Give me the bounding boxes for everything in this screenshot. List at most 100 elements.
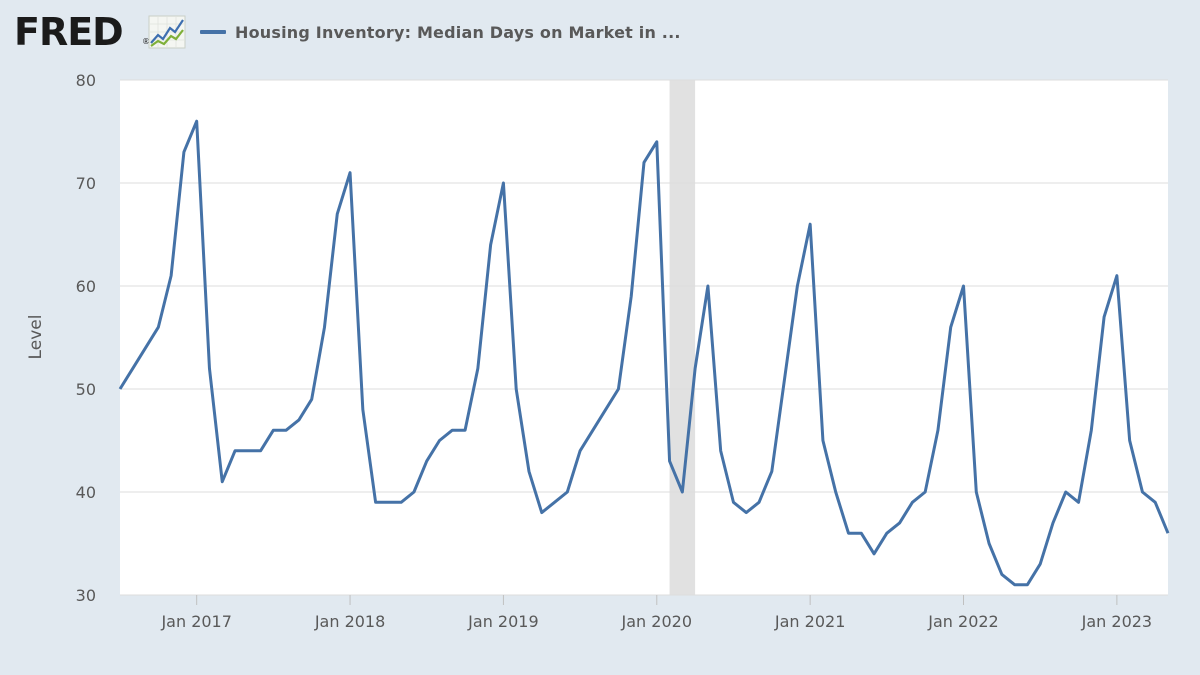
- data-point[interactable]: [974, 490, 978, 494]
- legend-label: Housing Inventory: Median Days on Market…: [235, 22, 681, 42]
- data-point[interactable]: [335, 212, 339, 216]
- data-point[interactable]: [425, 459, 429, 463]
- data-point[interactable]: [271, 428, 275, 432]
- data-point[interactable]: [310, 397, 314, 401]
- data-point[interactable]: [156, 325, 160, 329]
- data-point[interactable]: [962, 284, 966, 288]
- data-point[interactable]: [527, 469, 531, 473]
- x-tick-label: Jan 2019: [467, 612, 538, 631]
- data-point[interactable]: [195, 119, 199, 123]
- data-point[interactable]: [744, 511, 748, 515]
- y-tick-label: 60: [76, 277, 96, 296]
- data-point[interactable]: [616, 387, 620, 391]
- data-point[interactable]: [834, 490, 838, 494]
- data-point[interactable]: [731, 500, 735, 504]
- x-tick-label: Jan 2017: [160, 612, 231, 631]
- data-point[interactable]: [1051, 521, 1055, 525]
- data-point[interactable]: [131, 366, 135, 370]
- data-point[interactable]: [872, 552, 876, 556]
- data-point[interactable]: [476, 366, 480, 370]
- data-point[interactable]: [463, 428, 467, 432]
- data-point[interactable]: [169, 274, 173, 278]
- data-point[interactable]: [118, 387, 122, 391]
- fred-logo[interactable]: FRED: [14, 10, 124, 54]
- data-point[interactable]: [1025, 583, 1029, 587]
- data-point[interactable]: [540, 511, 544, 515]
- data-point[interactable]: [259, 449, 263, 453]
- data-point[interactable]: [284, 428, 288, 432]
- data-point[interactable]: [220, 480, 224, 484]
- data-point[interactable]: [246, 449, 250, 453]
- data-point[interactable]: [1077, 500, 1081, 504]
- data-point[interactable]: [489, 243, 493, 247]
- data-point[interactable]: [233, 449, 237, 453]
- data-point[interactable]: [501, 181, 505, 185]
- data-point[interactable]: [207, 366, 211, 370]
- data-point[interactable]: [808, 222, 812, 226]
- x-tick-label: Jan 2022: [927, 612, 998, 631]
- data-point[interactable]: [846, 531, 850, 535]
- chart-legend[interactable]: Housing Inventory: Median Days on Market…: [200, 18, 681, 46]
- line-graph-icon: [148, 15, 186, 49]
- data-point[interactable]: [1153, 500, 1157, 504]
- data-point[interactable]: [719, 449, 723, 453]
- data-point[interactable]: [297, 418, 301, 422]
- data-point[interactable]: [386, 500, 390, 504]
- y-axis-title: Level: [26, 315, 46, 360]
- data-point[interactable]: [655, 140, 659, 144]
- data-point[interactable]: [1166, 531, 1170, 535]
- data-point[interactable]: [642, 160, 646, 164]
- data-point[interactable]: [1115, 274, 1119, 278]
- data-point[interactable]: [553, 500, 557, 504]
- x-axis: Jan 2017 Jan 2018 Jan 2019 Jan 2020 Jan 2021…: [160, 595, 1152, 631]
- data-point[interactable]: [1038, 562, 1042, 566]
- data-point[interactable]: [795, 284, 799, 288]
- data-point[interactable]: [923, 490, 927, 494]
- data-point[interactable]: [374, 500, 378, 504]
- data-point[interactable]: [668, 459, 672, 463]
- data-point[interactable]: [1089, 428, 1093, 432]
- y-tick-label: 80: [76, 71, 96, 90]
- data-point[interactable]: [412, 490, 416, 494]
- data-point[interactable]: [578, 449, 582, 453]
- x-tick-label: Jan 2021: [774, 612, 845, 631]
- data-point[interactable]: [629, 294, 633, 298]
- series-line[interactable]: [118, 119, 1170, 587]
- data-point[interactable]: [949, 325, 953, 329]
- data-point[interactable]: [821, 439, 825, 443]
- data-point[interactable]: [450, 428, 454, 432]
- data-point[interactable]: [770, 469, 774, 473]
- data-point[interactable]: [1140, 490, 1144, 494]
- data-point[interactable]: [591, 428, 595, 432]
- data-point[interactable]: [706, 284, 710, 288]
- data-point[interactable]: [680, 490, 684, 494]
- data-point[interactable]: [1128, 439, 1132, 443]
- data-point[interactable]: [438, 439, 442, 443]
- data-point[interactable]: [1013, 583, 1017, 587]
- data-point[interactable]: [361, 408, 365, 412]
- data-point[interactable]: [859, 531, 863, 535]
- data-point[interactable]: [1000, 572, 1004, 576]
- data-point[interactable]: [898, 521, 902, 525]
- data-point[interactable]: [783, 377, 787, 381]
- data-point[interactable]: [144, 346, 148, 350]
- data-point[interactable]: [604, 408, 608, 412]
- data-point[interactable]: [322, 325, 326, 329]
- data-point[interactable]: [936, 428, 940, 432]
- data-point[interactable]: [1102, 315, 1106, 319]
- data-point[interactable]: [565, 490, 569, 494]
- x-tick-label: Jan 2020: [621, 612, 692, 631]
- data-point[interactable]: [910, 500, 914, 504]
- data-point[interactable]: [693, 366, 697, 370]
- y-tick-label: 70: [76, 174, 96, 193]
- y-tick-label: 50: [76, 380, 96, 399]
- data-point[interactable]: [885, 531, 889, 535]
- data-point[interactable]: [987, 542, 991, 546]
- data-point[interactable]: [348, 171, 352, 175]
- data-point[interactable]: [399, 500, 403, 504]
- data-point[interactable]: [1064, 490, 1068, 494]
- data-point[interactable]: [514, 387, 518, 391]
- data-point[interactable]: [757, 500, 761, 504]
- data-point[interactable]: [182, 150, 186, 154]
- plot-area: [120, 80, 1168, 595]
